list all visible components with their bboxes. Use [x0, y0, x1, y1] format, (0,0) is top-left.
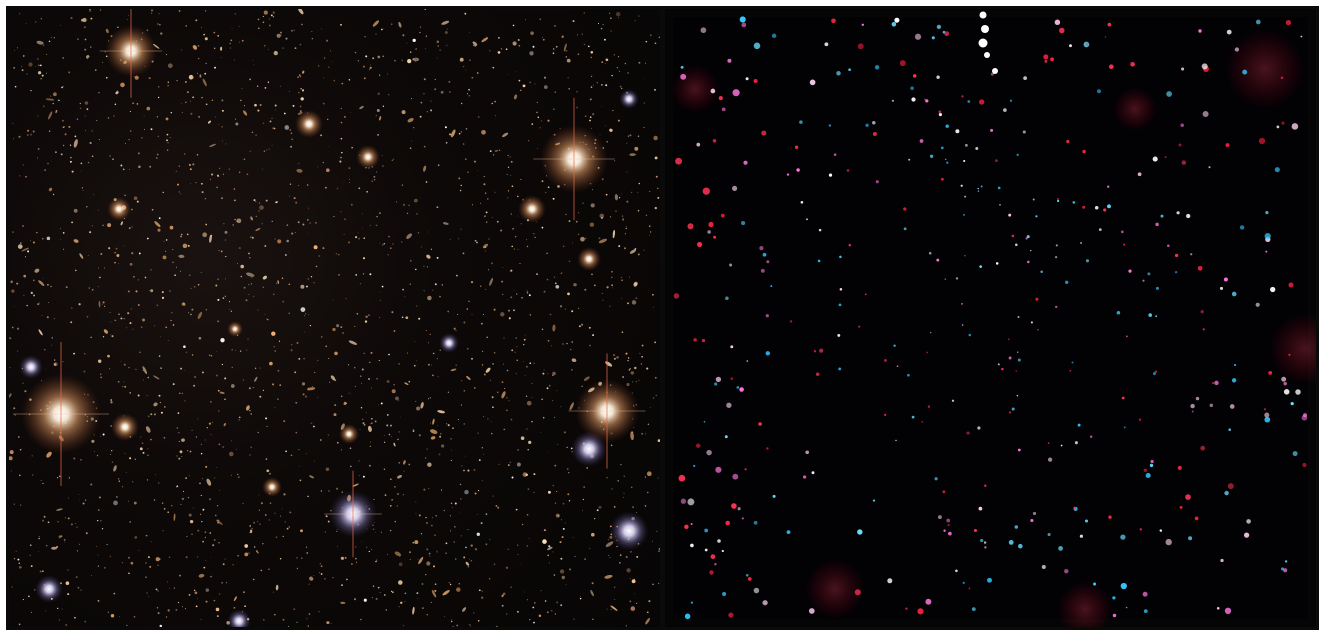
xray-source-field-graphic [671, 11, 1316, 627]
optical-star-field-image [6, 6, 663, 630]
xray-source-field-image [662, 6, 1319, 630]
optical-star-field-graphic [9, 9, 660, 627]
